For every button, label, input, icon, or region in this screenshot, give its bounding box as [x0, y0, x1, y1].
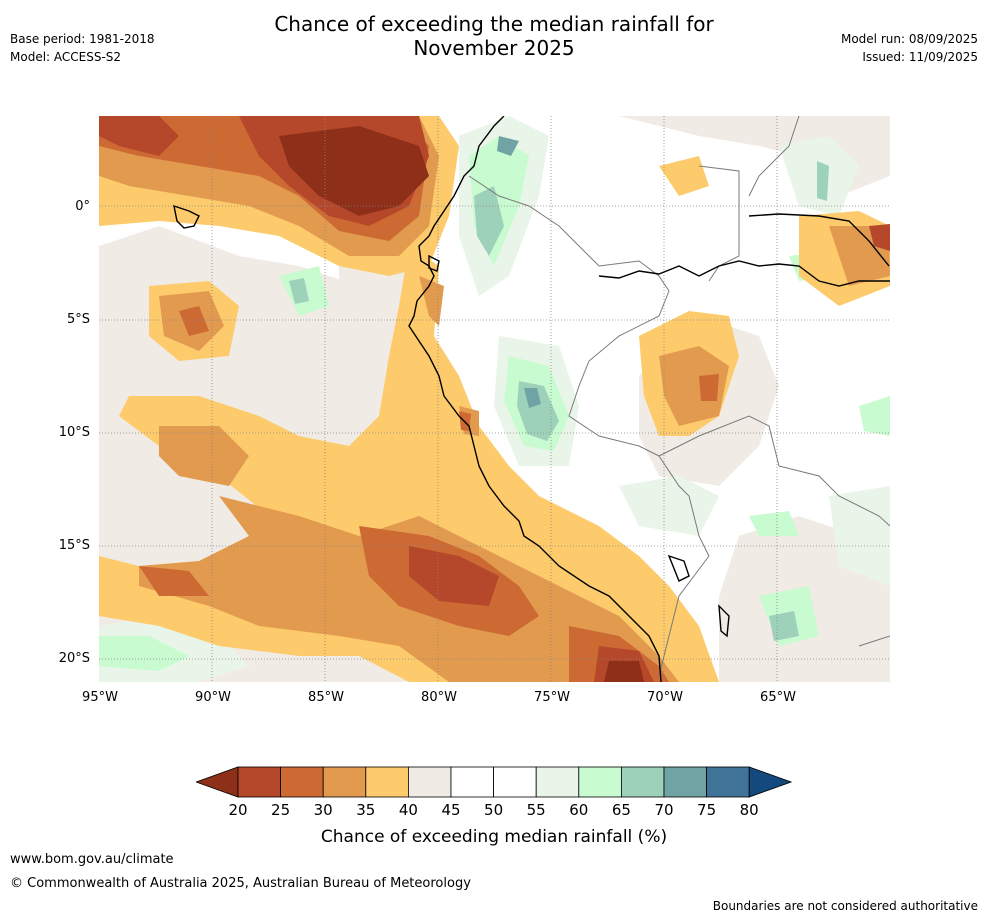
colorbar-bin-25-30 — [280, 766, 324, 798]
colorbar-tick-80: 80 — [739, 801, 759, 819]
colorbar-tick-30: 30 — [313, 801, 333, 819]
metadata-left: Base period: 1981-2018 Model: ACCESS-S2 — [10, 30, 155, 66]
issued-text: Issued: 11/09/2025 — [862, 50, 978, 64]
colorbar-bin-20-25 — [237, 766, 281, 798]
colorbar-bin-60-65 — [578, 766, 622, 798]
colorbar-tick-50: 50 — [484, 801, 504, 819]
lat-tick-15s: 15°S — [58, 538, 90, 553]
footer-url[interactable]: www.bom.gov.au/climate — [10, 852, 174, 867]
colorbar-extend-low — [194, 766, 239, 798]
lon-tick-80w: 80°W — [421, 690, 457, 705]
colorbar-bin-65-70 — [620, 766, 665, 798]
colorbar-bin-30-35 — [322, 766, 367, 798]
colorbar-tick-25: 25 — [271, 801, 291, 819]
graticule — [99, 116, 890, 682]
colorbar-tick-45: 45 — [441, 801, 461, 819]
title-line-2: November 2025 — [413, 36, 575, 60]
colorbar-bin-35-40 — [365, 766, 409, 798]
lat-tick-20s: 20°S — [58, 651, 90, 666]
lat-tick-10s: 10°S — [58, 425, 90, 440]
map-zone-70-75 — [497, 136, 541, 408]
colorbar — [194, 766, 793, 798]
country-borders — [468, 116, 890, 677]
lat-tick-0: 0° — [75, 199, 90, 214]
colorbar-bin-75-80 — [706, 766, 750, 798]
colorbar-extend-high — [748, 766, 793, 798]
lon-tick-70w: 70°W — [647, 690, 683, 705]
lat-tick-5s: 5°S — [66, 312, 90, 327]
colorbar-tick-75: 75 — [697, 801, 717, 819]
colorbar-tick-35: 35 — [356, 801, 376, 819]
metadata-right: Model run: 08/09/2025 Issued: 11/09/2025 — [841, 30, 978, 66]
lon-tick-90w: 90°W — [195, 690, 231, 705]
base-period-text: Base period: 1981-2018 — [10, 32, 155, 46]
rainfall-map — [99, 116, 890, 682]
footer-disclaimer: Boundaries are not considered authoritat… — [712, 899, 978, 913]
colorbar-tick-70: 70 — [654, 801, 674, 819]
lon-tick-95w: 95°W — [82, 690, 118, 705]
colorbar-bin-40-45 — [407, 766, 452, 798]
map-canvas — [99, 116, 890, 682]
colorbar-tick-60: 60 — [569, 801, 589, 819]
lon-tick-65w: 65°W — [760, 690, 796, 705]
colorbar-tick-20: 20 — [228, 801, 248, 819]
colorbar-bin-50-55 — [493, 766, 537, 798]
colorbar-bin-55-60 — [535, 766, 580, 798]
colorbar-tick-65: 65 — [611, 801, 631, 819]
title-line-1: Chance of exceeding the median rainfall … — [274, 12, 714, 36]
colorbar-tick-55: 55 — [526, 801, 546, 819]
colorbar-bin-70-75 — [663, 766, 707, 798]
coastline — [173, 116, 890, 682]
model-run-text: Model run: 08/09/2025 — [840, 32, 978, 46]
map-zone-below-20 — [279, 126, 644, 682]
lon-tick-85w: 85°W — [308, 690, 344, 705]
colorbar-bin-45-50 — [450, 766, 494, 798]
colorbar-title: Chance of exceeding median rainfall (%) — [320, 827, 668, 847]
model-text: Model: ACCESS-S2 — [10, 50, 122, 64]
colorbar-svg — [194, 766, 793, 798]
colorbar-tick-40: 40 — [398, 801, 418, 819]
footer-copyright: © Commonwealth of Australia 2025, Austra… — [10, 876, 471, 891]
lon-tick-75w: 75°W — [534, 690, 570, 705]
map-zone-65-70 — [289, 161, 829, 641]
page-title: Chance of exceeding the median rainfall … — [0, 12, 988, 60]
